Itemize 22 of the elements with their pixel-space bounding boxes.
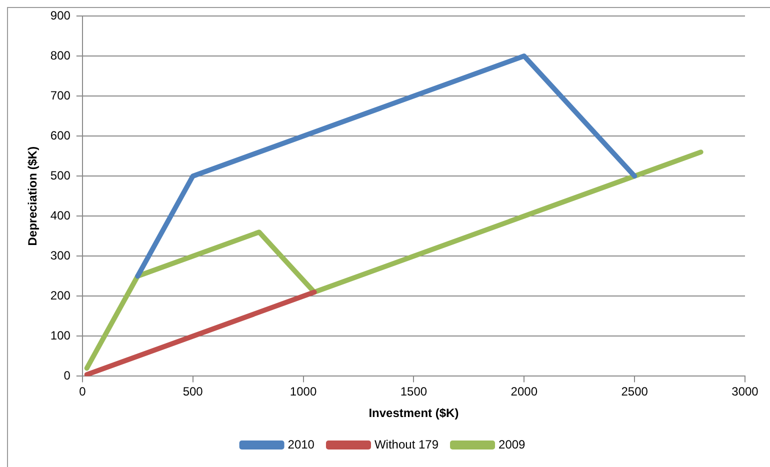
y-tick-label: 400	[50, 208, 71, 222]
y-tick-label: 900	[50, 8, 71, 22]
y-tick-label: 800	[50, 48, 71, 62]
x-tick-label: 3000	[732, 384, 759, 399]
y-tick-label: 500	[50, 168, 71, 182]
x-tick-label: 0	[79, 384, 86, 399]
x-tick-label: 2000	[510, 384, 538, 399]
x-tick-label: 2500	[621, 384, 648, 399]
legend-label: 2009	[498, 437, 526, 452]
legend-label: 2010	[288, 437, 315, 452]
x-axis-title: Investment ($K)	[368, 406, 459, 420]
x-tick-label: 1500	[400, 384, 428, 399]
y-tick-label: 100	[50, 328, 71, 342]
y-axis-title: Depreciation ($K)	[26, 146, 40, 246]
x-tick-label: 1000	[290, 384, 317, 399]
legend-label: Without 179	[374, 437, 439, 452]
x-tick-label: 500	[182, 384, 204, 399]
y-tick-label: 600	[50, 128, 71, 142]
y-tick-label: 200	[50, 288, 71, 302]
y-tick-label: 300	[50, 248, 71, 262]
y-tick-label: 700	[50, 88, 71, 102]
y-tick-label: 0	[64, 368, 71, 383]
